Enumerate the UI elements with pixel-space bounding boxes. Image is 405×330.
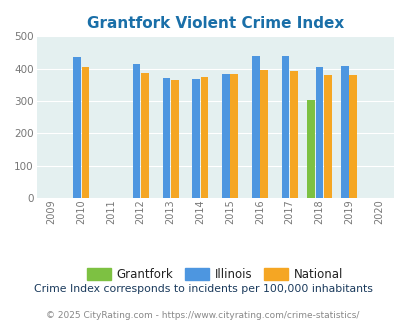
Bar bbox=[289, 71, 297, 198]
Bar bbox=[192, 79, 200, 198]
Text: Crime Index corresponds to incidents per 100,000 inhabitants: Crime Index corresponds to incidents per… bbox=[34, 284, 371, 294]
Bar bbox=[281, 56, 289, 198]
Bar bbox=[200, 77, 208, 198]
Bar bbox=[171, 80, 178, 198]
Bar bbox=[222, 74, 229, 198]
Bar bbox=[340, 66, 348, 198]
Bar bbox=[349, 76, 356, 198]
Bar bbox=[162, 78, 170, 198]
Legend: Grantfork, Illinois, National: Grantfork, Illinois, National bbox=[82, 263, 347, 286]
Bar bbox=[323, 76, 331, 198]
Bar bbox=[81, 67, 89, 198]
Bar bbox=[132, 64, 140, 198]
Bar bbox=[141, 73, 148, 198]
Bar bbox=[307, 100, 314, 198]
Bar bbox=[260, 70, 267, 198]
Text: © 2025 CityRating.com - https://www.cityrating.com/crime-statistics/: © 2025 CityRating.com - https://www.city… bbox=[46, 312, 359, 320]
Bar bbox=[230, 74, 237, 198]
Bar bbox=[315, 67, 322, 198]
Bar bbox=[251, 56, 259, 198]
Bar bbox=[73, 57, 81, 198]
Title: Grantfork Violent Crime Index: Grantfork Violent Crime Index bbox=[86, 16, 343, 31]
